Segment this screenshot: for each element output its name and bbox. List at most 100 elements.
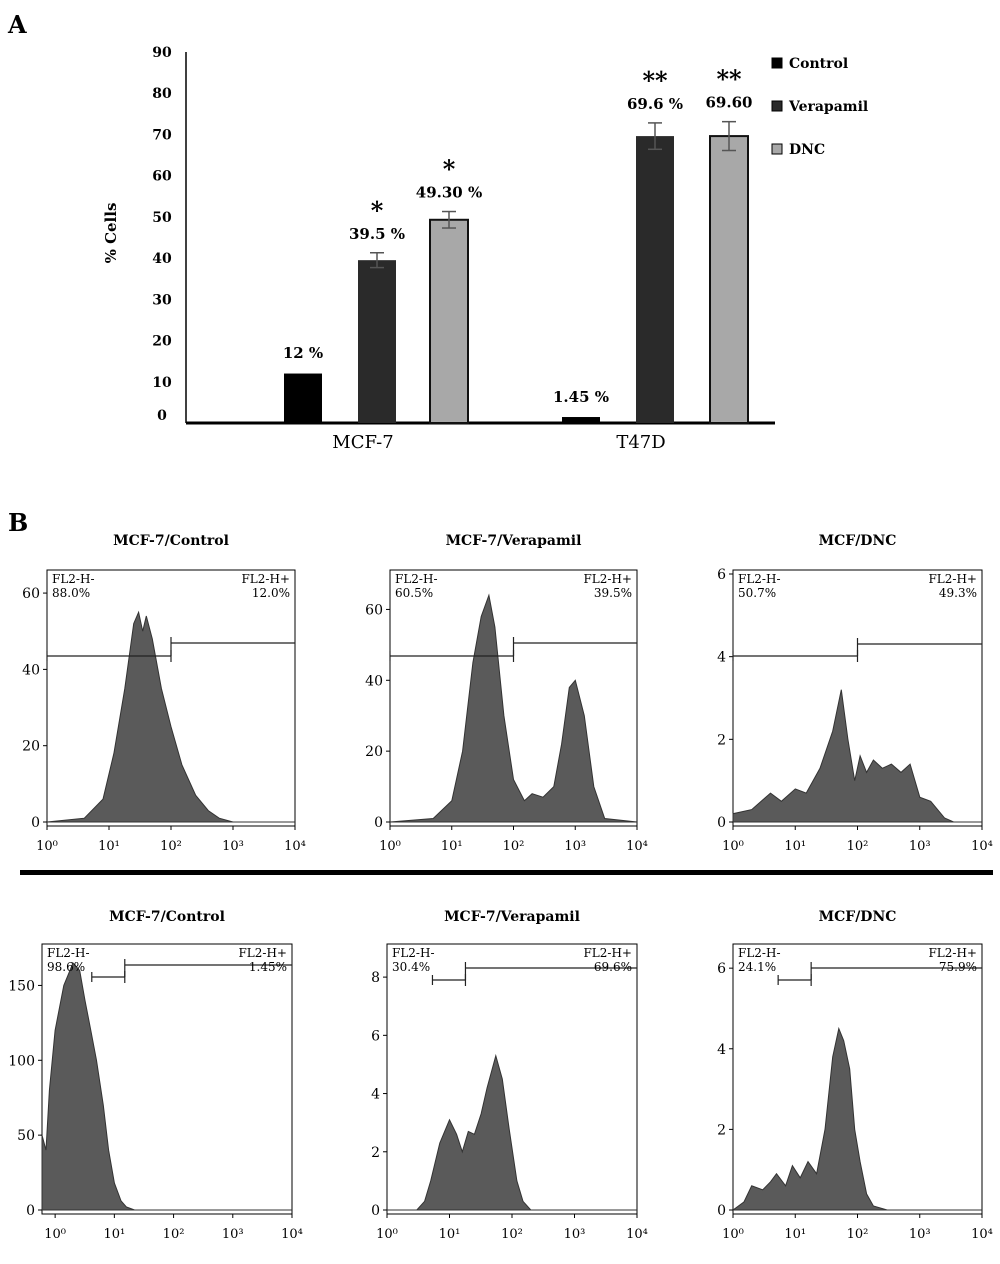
legend-label: Control [789,56,848,72]
x-tick-label: 10² [503,839,525,854]
x-tick-label: 10¹ [98,839,120,854]
gate-right-percent: 69.6% [594,960,632,974]
data-label: 69.6 % [627,95,683,113]
x-tick-label: 10¹ [784,839,806,854]
x-tick-label: 10⁰ [36,839,58,854]
gate-right-name: FL2-H+ [241,572,290,586]
gate-left-name: FL2-H- [392,946,435,960]
y-tick-label: 2 [371,1145,380,1161]
x-tick-label: 10³ [222,839,244,854]
legend-swatch [771,57,783,69]
y-tick-label: 80 [152,86,172,102]
y-tick-label: 0 [157,408,167,424]
gate-left-name: FL2-H- [738,572,781,586]
x-tick-label: 10² [847,1227,869,1242]
x-tick-label: 10³ [564,1227,586,1242]
gate-right-name: FL2-H+ [928,572,977,586]
category-label: MCF-7 [332,432,393,453]
x-tick-label: 10⁰ [722,1227,744,1242]
y-tick-label: 40 [152,251,172,267]
y-tick-label: 30 [152,292,172,308]
x-tick-label: 10⁰ [44,1227,66,1242]
x-tick-label: 10⁴ [626,1227,648,1242]
x-tick-label: 10³ [564,839,586,854]
data-label: 1.45 % [553,388,609,406]
histogram-area [387,1053,637,1211]
x-tick-label: 10¹ [441,839,463,854]
significance-marker: * [443,155,456,184]
y-tick-label: 20 [152,334,172,350]
y-tick-label: 50 [152,210,172,226]
panel-b-label: B [8,508,29,537]
y-tick-label: 8 [371,970,380,986]
y-tick-label: 4 [717,650,726,666]
legend-label: DNC [789,142,825,158]
x-tick-label: 10² [160,839,182,854]
y-tick-label: 20 [365,744,383,760]
histogram-area [732,689,982,823]
y-tick-label: 2 [717,732,726,748]
y-tick-label: 6 [371,1028,380,1044]
x-tick-label: 10¹ [439,1227,461,1242]
significance-marker: ** [716,65,742,94]
histogram-title: MCF-7/Verapamil [444,909,580,925]
y-tick-label: 90 [152,45,172,61]
y-tick-label: 0 [717,815,726,831]
y-tick-label: 40 [22,662,40,678]
x-tick-label: 10⁰ [376,1227,398,1242]
y-tick-label: 6 [717,567,726,583]
data-label: 69.60 [706,94,753,112]
x-tick-label: 10⁴ [971,1227,993,1242]
bar-chart: 0 10 20 30 40 50 60 70 80 90 % Cells MCF-7 T47D 12 % 1… [102,45,868,453]
histogram-area [46,610,295,823]
histogram-title: MCF-7/Control [113,533,229,549]
histogram-area [731,1026,982,1211]
gate-left-name: FL2-H- [52,572,95,586]
gate-right-percent: 1.45% [249,960,287,974]
x-tick-label: 10¹ [784,1227,806,1242]
gate-right-name: FL2-H+ [928,946,977,960]
x-tick-label: 10⁴ [971,839,993,854]
legend-label: Verapamil [788,99,868,115]
y-tick-label: 60 [152,169,172,185]
gate-right-percent: 49.3% [939,586,977,600]
histogram-area [41,962,292,1211]
x-tick-label: 10⁰ [379,839,401,854]
bar [358,260,396,423]
y-tick-label: 60 [22,586,40,602]
plot-frame [41,943,293,1215]
y-tick-label: 0 [26,1203,35,1219]
gate-right-percent: 39.5% [594,586,632,600]
category-label: T47D [616,432,665,453]
section-divider [20,870,993,875]
x-tick-label: 10⁰ [722,839,744,854]
x-tick-label: 10² [847,839,869,854]
gate-right-percent: 12.0% [252,586,290,600]
y-tick-label: 100 [8,1053,35,1069]
significance-marker: * [371,196,384,225]
y-tick-label: 6 [717,961,726,977]
x-tick-label: 10³ [222,1227,244,1242]
y-tick-label: 4 [717,1042,726,1058]
gate-left-name: FL2-H- [738,946,781,960]
gate-right-name: FL2-H+ [583,572,632,586]
y-tick-label: 60 [365,602,383,618]
x-tick-label: 10⁴ [281,1227,303,1242]
histogram-title: MCF/DNC [819,909,897,925]
histogram-title: MCF/DNC [819,533,897,549]
y-tick-label: 0 [717,1203,726,1219]
data-label: 49.30 % [416,184,482,202]
x-tick-label: 10² [163,1227,185,1242]
gate-left-name: FL2-H- [47,946,90,960]
x-tick-label: 10³ [909,839,931,854]
y-tick-label: 150 [8,978,35,994]
x-tick-label: 10⁴ [284,839,306,854]
x-tick-label: 10⁴ [626,839,648,854]
x-tick-label: 10² [501,1227,523,1242]
y-tick-label: 40 [365,673,383,689]
y-tick-label: 4 [371,1087,380,1103]
gate-left-percent: 60.5% [395,586,433,600]
histogram-title: MCF-7/Control [109,909,225,925]
y-axis-title: % Cells [102,203,120,264]
